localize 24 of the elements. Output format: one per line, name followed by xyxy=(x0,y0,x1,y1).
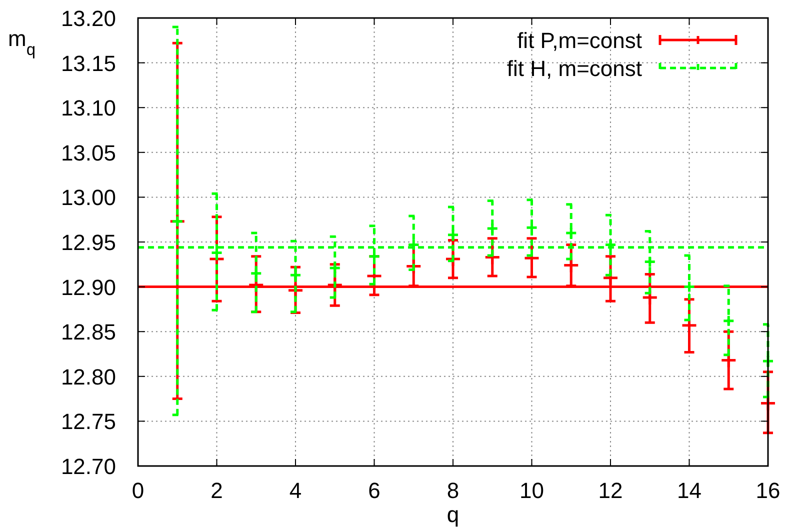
x-axis-title: q xyxy=(446,502,460,527)
y-tick-label: 12.80 xyxy=(60,364,116,390)
y-tick-label: 13.15 xyxy=(60,50,116,76)
y-tick-label: 13.20 xyxy=(60,6,116,31)
y-tick-label: 12.70 xyxy=(60,454,116,479)
x-tick-label: 16 xyxy=(756,478,780,503)
y-axis-title: m$_{q}$ xyxy=(8,26,36,59)
y-tick-label: 13.05 xyxy=(60,140,116,166)
x-tick-label: 14 xyxy=(677,478,702,503)
x-tick-label: 12 xyxy=(598,478,623,503)
legend-label: fit H, m=const xyxy=(506,56,642,81)
y-tick-label: 12.90 xyxy=(60,274,116,300)
y-tick-label: 12.85 xyxy=(60,320,116,345)
x-tick-label: 8 xyxy=(446,478,460,503)
legend-label: fit P,m=const xyxy=(517,28,642,53)
x-tick-label: 2 xyxy=(210,478,223,503)
y-tick-label: 13.00 xyxy=(60,185,116,210)
x-tick-label: 0 xyxy=(132,478,144,503)
y-tick-label: 12.75 xyxy=(60,409,116,434)
y-tick-label: 12.95 xyxy=(60,230,116,255)
x-tick-label: 6 xyxy=(368,478,380,503)
y-tick-label: 13.10 xyxy=(60,96,116,121)
x-tick-label: 10 xyxy=(520,478,544,503)
x-tick-label: 4 xyxy=(289,478,302,503)
